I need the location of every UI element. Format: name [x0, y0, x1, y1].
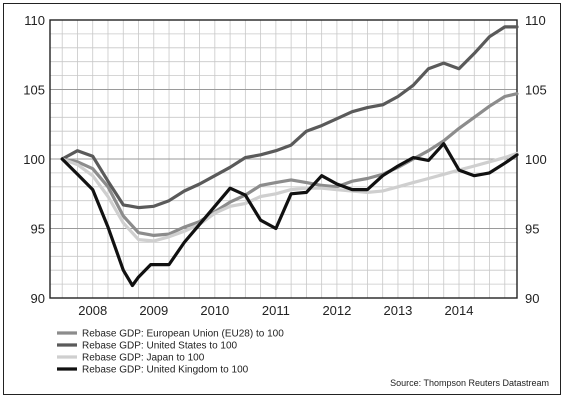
legend-label-3: Rebase GDP: United Kingdom to 100 — [82, 365, 249, 376]
source-note: Source: Thompson Reuters Datastream — [390, 378, 549, 388]
axes — [49, 19, 518, 299]
y-tick-label-left: 100 — [23, 152, 45, 167]
y-tick-label-left: 105 — [23, 83, 45, 98]
grid — [50, 20, 517, 298]
x-tick-label: 2010 — [200, 303, 229, 318]
plot-area-border — [49, 19, 518, 299]
y-tick-label-left: 95 — [31, 222, 45, 237]
legend: Rebase GDP: European Union (EU28) to 100… — [57, 329, 284, 376]
series-line-1 — [60, 25, 519, 210]
legend-label-1: Rebase GDP: United States to 100 — [82, 341, 238, 352]
legend-label-0: Rebase GDP: European Union (EU28) to 100 — [82, 329, 284, 340]
tick-labels: 90 90 95 95 100 100 105 105 110 110 2008 2009 2010 20… — [23, 13, 546, 318]
y-tick-label-right: 110 — [525, 13, 546, 28]
x-tick-label: 2012 — [322, 303, 351, 318]
x-tick-label: 2008 — [78, 303, 107, 318]
x-tick-label: 2013 — [383, 303, 412, 318]
series-line-3 — [60, 142, 519, 288]
y-tick-label-right: 95 — [525, 222, 539, 237]
series-lines — [60, 25, 519, 288]
x-tick-label: 2009 — [139, 303, 168, 318]
x-tick-label: 2014 — [445, 303, 474, 318]
series-line-0 — [60, 92, 519, 237]
y-tick-label-left: 110 — [24, 13, 45, 28]
x-tick-label: 2011 — [262, 303, 290, 318]
legend-label-2: Rebase GDP: Japan to 100 — [82, 353, 205, 364]
y-tick-label-left: 90 — [31, 291, 45, 306]
y-tick-label-right: 105 — [525, 83, 547, 98]
series-line-2 — [60, 151, 519, 243]
y-tick-label-right: 90 — [525, 291, 539, 306]
y-tick-label-right: 100 — [525, 152, 547, 167]
